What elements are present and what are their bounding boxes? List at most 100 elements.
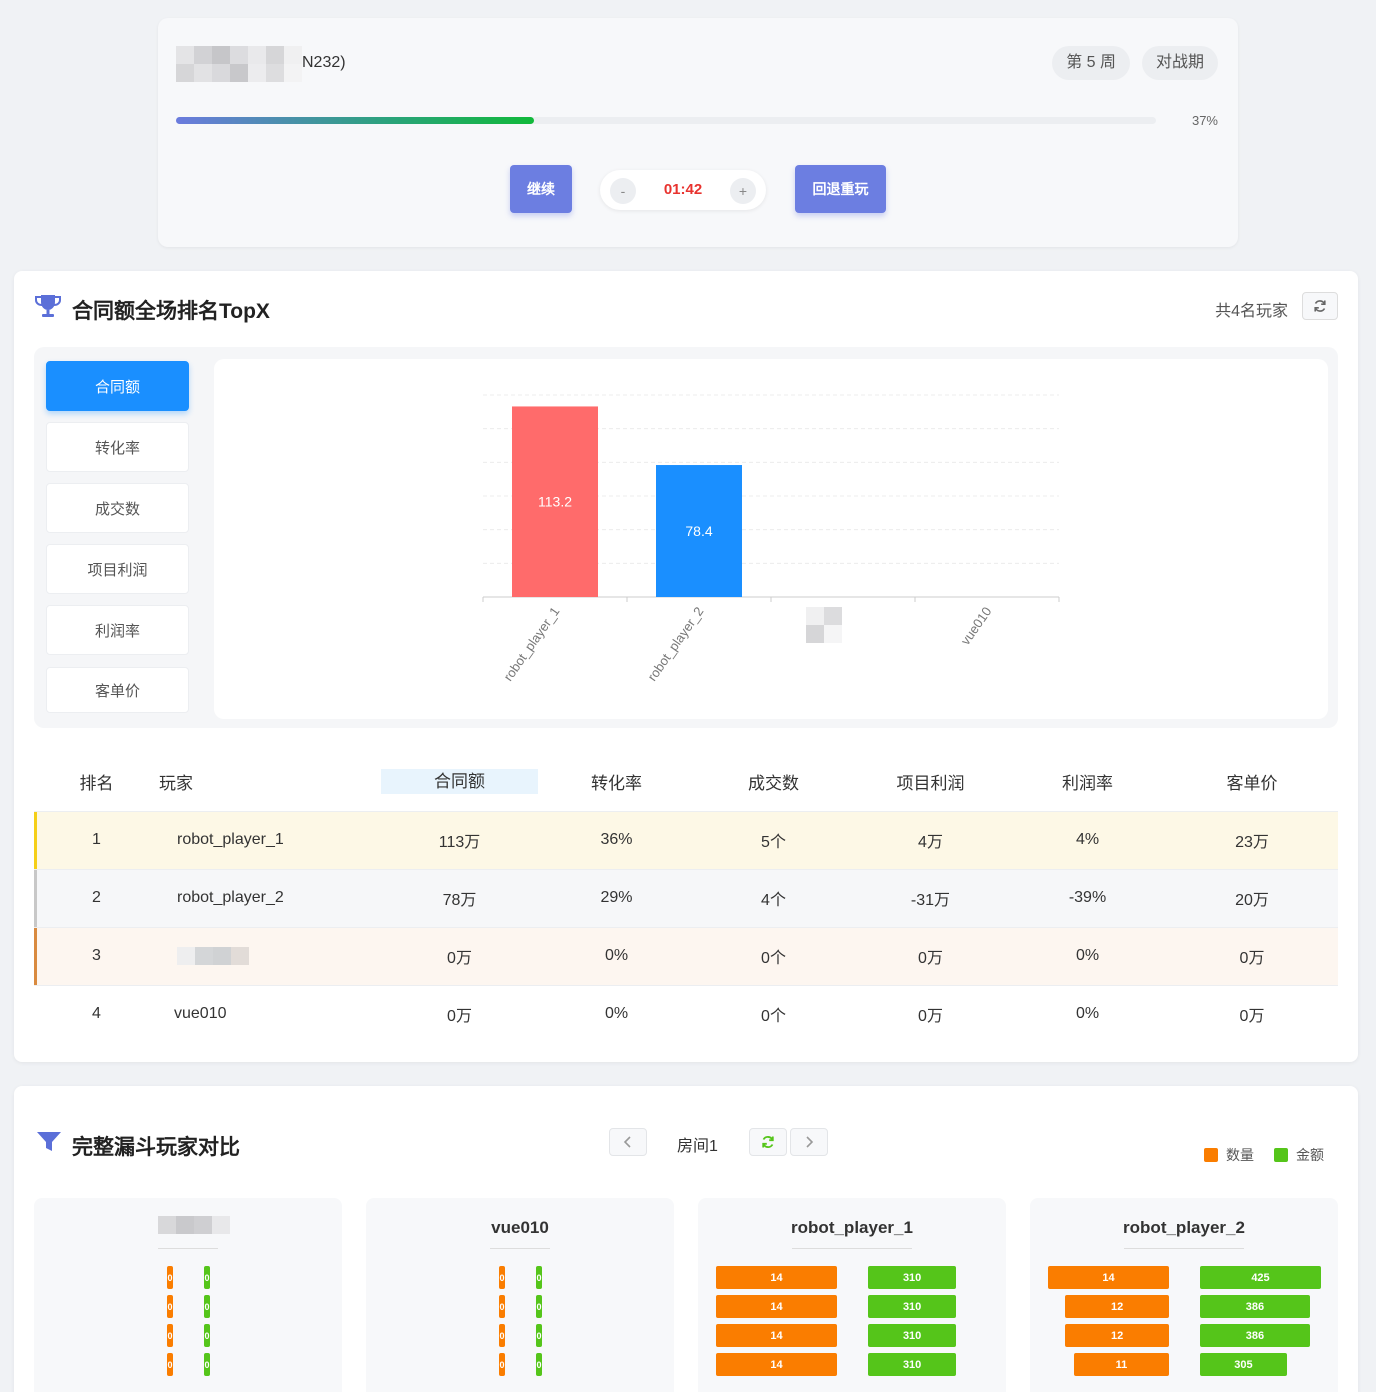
project-profit-cell: -31万 [852,868,1009,927]
redacted-player-name [158,1216,230,1234]
metric-tab-average-order[interactable]: 客单价 [46,667,189,713]
col-rank[interactable]: 排名 [79,774,114,794]
player-cell-redacted [159,926,381,985]
amount-bar: 386 [1200,1295,1310,1318]
quantity-bar: 11 [1073,1353,1169,1376]
funnel-refresh-button[interactable] [749,1128,787,1156]
metric-tab-profit-margin[interactable]: 利润率 [46,605,189,655]
col-player[interactable]: 玩家 [159,774,193,794]
project-profit-cell: 0万 [852,926,1009,985]
amount-bar: 0 [536,1353,542,1376]
table-row[interactable]: 3 0万 0% 0个 0万 0% 0万 [34,926,1338,985]
rewind-replay-button[interactable]: 回退重玩 [795,165,886,213]
project-profit-cell: 0万 [852,984,1009,1043]
timer-decrease-button[interactable]: - [610,178,636,204]
quantity-bar: 0 [499,1266,505,1289]
table-row[interactable]: 1 robot_player_1 113万 36% 5个 4万 4% 23万 [34,810,1338,869]
col-average-order[interactable]: 客单价 [1226,774,1278,794]
continue-button[interactable]: 继续 [510,165,572,213]
average-order-cell: 23万 [1166,810,1338,869]
name-underline [490,1248,550,1249]
conversion-rate-cell: 0% [538,926,695,985]
amount-bar: 0 [204,1266,210,1289]
metric-tab-project-profit[interactable]: 项目利润 [46,544,189,594]
col-conversion-rate[interactable]: 转化率 [591,774,642,794]
game-status-card: N232) 第 5 周 对战期 37% 继续 - 01:42 + 回退重玩 [158,18,1238,247]
quantity-bar: 0 [167,1353,173,1376]
quantity-bar: 14 [716,1266,837,1289]
room-title-redacted [176,46,304,82]
amount-bar: 310 [868,1295,957,1318]
progress-percent: 37% [1191,113,1218,128]
quantity-bar: 0 [167,1266,173,1289]
player-name: vue010 [491,1218,549,1237]
legend-swatch-amount [1274,1148,1288,1162]
metric-tab-deal-count[interactable]: 成交数 [46,483,189,533]
amount-bar: 310 [868,1353,957,1376]
quantity-bar: 0 [167,1324,173,1347]
metric-chart-panel: 合同额 转化率 成交数 项目利润 利润率 客单价 113.2 robot_play… [34,347,1338,728]
week-badge: 第 5 周 [1052,46,1130,80]
contract-amount-cell: 0万 [381,984,538,1043]
player-funnel-card: robot_player_1 14 310 14 310 14 310 14 310 [698,1198,1006,1392]
amount-bar: 0 [204,1353,210,1376]
amount-bar: 310 [868,1324,957,1347]
col-project-profit[interactable]: 项目利润 [896,774,965,794]
chevron-right-icon [806,1136,814,1148]
funnel-icon [37,1132,61,1151]
col-profit-margin[interactable]: 利润率 [1062,774,1113,794]
amount-bar: 0 [536,1266,542,1289]
col-contract-amount[interactable]: 合同额 [381,753,538,811]
bar-value-label: 113.2 [538,494,572,510]
redacted-player-label [806,607,842,643]
amount-bar: 0 [204,1324,210,1347]
deal-count-cell: 0个 [695,926,852,985]
trophy-icon [35,295,61,317]
ranking-refresh-button[interactable] [1302,292,1338,320]
average-order-cell: 20万 [1166,868,1338,927]
quantity-bar: 12 [1065,1324,1169,1347]
rank-cell: 3 [34,926,159,985]
amount-bar: 310 [868,1266,957,1289]
bar [656,465,742,597]
redacted-player-name [177,946,249,965]
table-row[interactable]: 4 vue010 0万 0% 0个 0万 0% 0万 [34,984,1338,1043]
prev-room-button[interactable] [609,1128,647,1156]
rank-cell: 4 [34,984,159,1043]
project-profit-cell: 4万 [852,810,1009,869]
bar [512,406,598,597]
phase-badge: 对战期 [1141,46,1218,80]
quantity-bar: 14 [716,1353,837,1376]
name-underline [1124,1248,1244,1249]
metric-tab-contract-amount[interactable]: 合同额 [46,361,189,411]
quantity-bar: 0 [499,1295,505,1318]
refresh-icon [762,1136,774,1148]
x-tick-label: vue010 [958,604,995,648]
legend-label: 数量 [1226,1147,1254,1163]
ranking-title: 合同额全场排名TopX [72,300,270,323]
game-progress-fill [176,117,534,124]
bar-chart-svg: 113.2 robot_player_1 78.4 robot_player_2 vue… [482,394,1060,684]
timer-value: 01:42 [663,181,703,198]
player-cell: vue010 [159,984,381,1043]
amount-bar: 0 [536,1324,542,1347]
table-header-row: 排名 玩家 合同额 转化率 成交数 项目利润 利润率 客单价 [34,753,1338,811]
name-underline [158,1248,218,1249]
average-order-cell: 0万 [1166,926,1338,985]
quantity-bar: 14 [716,1324,837,1347]
timer-increase-button[interactable]: + [730,178,756,204]
profit-margin-cell: 0% [1009,926,1166,985]
amount-bar: 305 [1200,1353,1287,1376]
metric-tab-conversion-rate[interactable]: 转化率 [46,422,189,472]
players-count: 共4名玩家 [1215,303,1288,320]
col-deal-count[interactable]: 成交数 [748,774,799,794]
next-room-button[interactable] [790,1128,828,1156]
amount-bar: 0 [536,1295,542,1318]
ranking-bar-chart: 113.2 robot_player_1 78.4 robot_player_2 vue… [214,359,1328,719]
funnel-title: 完整漏斗玩家对比 [72,1136,240,1159]
player-name: robot_player_1 [791,1218,913,1237]
table-row[interactable]: 2 robot_player_2 78万 29% 4个 -31万 -39% 20… [34,868,1338,927]
legend-swatch-quantity [1204,1148,1218,1162]
conversion-rate-cell: 29% [538,868,695,927]
